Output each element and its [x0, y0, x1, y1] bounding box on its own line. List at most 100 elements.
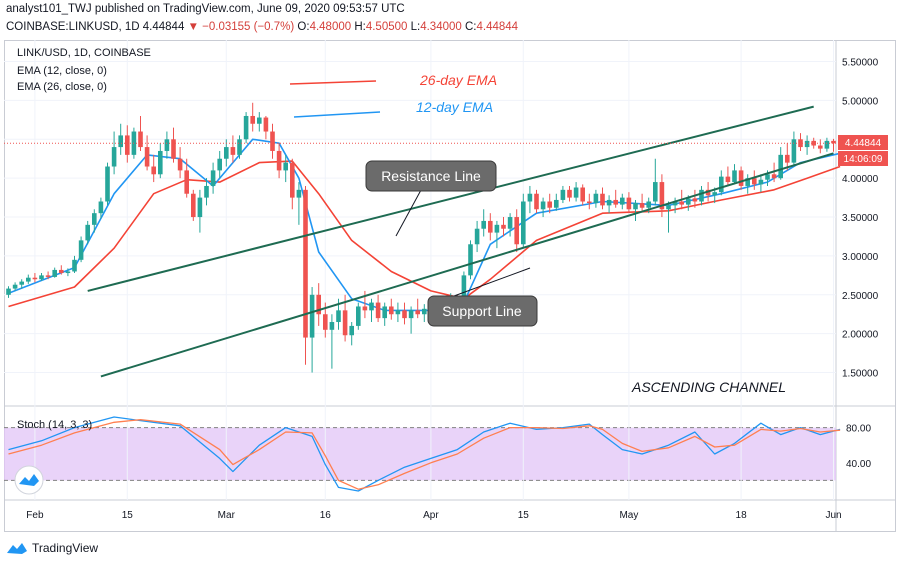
candle-body — [138, 131, 143, 148]
candle — [752, 170, 757, 190]
symbol-text: COINBASE:LINKUSD, 1D — [6, 21, 140, 33]
candle — [831, 138, 836, 152]
candle — [39, 273, 44, 281]
candle-body — [653, 182, 658, 202]
time-axis-tick: Mar — [218, 510, 236, 521]
candle — [732, 164, 737, 185]
candle-body — [342, 310, 348, 336]
time-axis-tick: Apr — [423, 510, 439, 521]
candle — [547, 193, 552, 214]
candle-body — [633, 203, 638, 210]
candle-body — [369, 302, 374, 311]
candle-body — [824, 140, 830, 149]
candle-body — [237, 139, 242, 155]
candle-body — [494, 224, 500, 233]
candle — [672, 197, 678, 214]
candle — [243, 112, 249, 144]
time-axis-tick: Feb — [26, 510, 44, 521]
candle-body — [111, 147, 117, 167]
candle-body — [732, 170, 737, 183]
candle-body — [257, 117, 262, 124]
candle-body — [501, 224, 506, 229]
price-chart[interactable]: 5.500005.000004.500004.000003.500003.000… — [4, 40, 896, 532]
chart-frame[interactable]: 5.500005.000004.500004.000003.500003.000… — [4, 40, 896, 532]
candle-body — [587, 201, 592, 204]
candle-body — [78, 240, 84, 260]
candle — [468, 240, 473, 280]
footer: TradingView — [6, 537, 98, 559]
ema12-legend: EMA (12, close, 0) — [17, 65, 107, 77]
candle — [488, 213, 493, 241]
candle-body — [402, 310, 407, 319]
candle — [666, 201, 671, 233]
candle — [204, 178, 209, 206]
candle — [224, 139, 229, 167]
candle-body — [468, 244, 473, 276]
candle-body — [52, 269, 57, 277]
last-price-tag — [838, 135, 888, 150]
candle — [659, 174, 665, 218]
close-label: C: — [465, 21, 477, 33]
candle-body — [19, 281, 24, 285]
high-value: 4.50500 — [365, 21, 408, 33]
candle — [78, 236, 84, 263]
stoch-band — [4, 427, 836, 481]
candle — [217, 150, 222, 179]
candle — [98, 197, 104, 219]
stoch-axis-tick: 40.00 — [846, 459, 871, 470]
candle — [349, 322, 354, 346]
candle-body — [32, 277, 38, 280]
candle — [626, 192, 632, 214]
channel-label: ASCENDING CHANNEL — [631, 379, 786, 395]
candle-body — [98, 201, 104, 214]
candle — [382, 302, 387, 326]
candle — [270, 123, 275, 159]
candle-body — [415, 310, 420, 315]
candle-body — [521, 201, 526, 245]
price-axis-tick: 2.00000 — [842, 330, 879, 341]
candle — [144, 135, 150, 171]
candle-body — [705, 189, 711, 196]
candle — [804, 135, 810, 155]
candle — [494, 220, 500, 249]
time-axis-tick: 16 — [320, 510, 332, 521]
candle-body — [719, 176, 724, 193]
candle-body — [12, 284, 18, 289]
candle-body — [613, 199, 618, 205]
candle-body — [547, 201, 552, 208]
candle — [408, 306, 414, 334]
candle — [422, 304, 427, 323]
support-callout — [427, 295, 538, 327]
low-label: L: — [410, 21, 421, 33]
stoch-legend: Stoch (14, 3, 3) — [17, 419, 93, 431]
candle-body — [303, 189, 308, 338]
candle — [191, 189, 196, 221]
ema26-label: 26-day EMA — [419, 72, 497, 88]
candle-body — [758, 179, 764, 185]
last-price: 4.44844 — [142, 21, 185, 33]
tradingview-watermark-icon — [14, 465, 44, 495]
candle — [85, 220, 90, 245]
time-axis-tick: May — [619, 510, 638, 521]
high-label: H: — [354, 21, 366, 33]
ema26-line — [8, 160, 841, 308]
candle-body — [646, 201, 651, 208]
candle-body — [210, 170, 216, 186]
candle-body — [745, 178, 750, 186]
candle — [263, 115, 269, 140]
candle — [474, 220, 480, 253]
candle-body — [686, 198, 691, 205]
candle-body — [534, 193, 539, 210]
candle — [177, 147, 183, 179]
candle-body — [785, 154, 790, 163]
candle-body — [488, 220, 493, 233]
candle — [785, 143, 790, 171]
candle — [184, 158, 189, 198]
candle — [653, 158, 658, 206]
candle — [26, 274, 31, 284]
candle — [303, 185, 308, 365]
candle — [171, 127, 176, 163]
candle — [415, 298, 420, 319]
candle-body — [329, 322, 335, 330]
candle — [606, 195, 612, 214]
